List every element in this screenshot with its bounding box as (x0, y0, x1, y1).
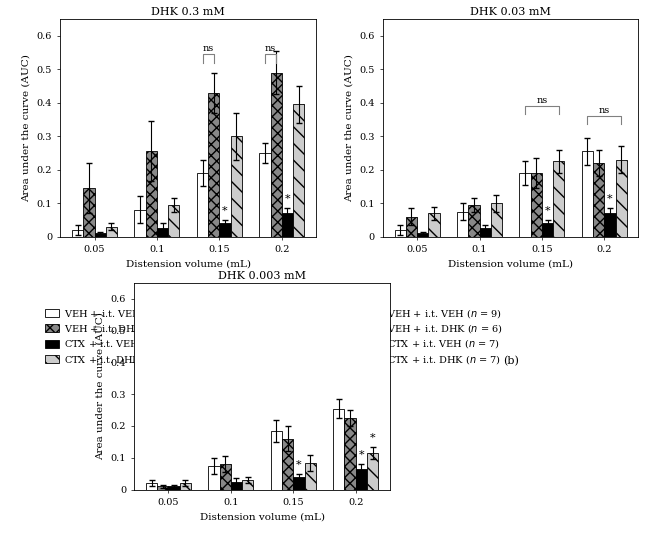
Text: *: * (284, 194, 290, 204)
Text: ns: ns (599, 106, 610, 115)
Text: ns: ns (265, 44, 276, 53)
Bar (394, 230, 406, 237)
Bar (593, 163, 604, 237)
Bar (259, 153, 271, 237)
Bar (95, 233, 106, 237)
Bar (168, 205, 179, 237)
Bar (134, 210, 146, 237)
Y-axis label: Area under the curve (AUC): Area under the curve (AUC) (22, 54, 31, 202)
Bar (406, 217, 417, 237)
Bar (293, 477, 304, 490)
Bar (230, 136, 242, 237)
X-axis label: Distension volume (mL): Distension volume (mL) (448, 259, 573, 269)
X-axis label: Distension volume (mL): Distension volume (mL) (200, 512, 325, 522)
Bar (208, 466, 220, 490)
Bar (106, 227, 117, 237)
Bar (208, 92, 219, 237)
Bar (355, 469, 367, 490)
Bar (293, 104, 304, 237)
Text: *: * (222, 206, 228, 216)
Text: *: * (545, 206, 550, 216)
Text: *: * (358, 450, 364, 460)
Bar (197, 173, 208, 237)
Bar (242, 480, 253, 490)
Bar (604, 213, 616, 237)
Text: *: * (607, 194, 613, 204)
Bar (582, 151, 593, 237)
Text: *: * (296, 460, 302, 470)
Bar (179, 483, 191, 490)
Bar (491, 203, 502, 237)
Bar (219, 223, 230, 237)
Bar (428, 213, 439, 237)
Bar (146, 483, 157, 490)
Title: DHK 0.003 mM: DHK 0.003 mM (218, 271, 306, 281)
Bar (271, 72, 282, 237)
Bar (457, 212, 468, 237)
Bar (468, 205, 480, 237)
Bar (146, 151, 157, 237)
Title: DHK 0.3 mM: DHK 0.3 mM (151, 7, 225, 17)
Bar (157, 486, 169, 490)
Bar (417, 233, 428, 237)
Y-axis label: Area under the curve (AUC): Area under the curve (AUC) (96, 312, 105, 460)
Bar (282, 213, 293, 237)
Legend: VEH + i.t. VEH ($n$ = 9), VEH + i.t. DHK ($n$ = 4), CTX + i.t. VEH ($n$ = 7), CT: VEH + i.t. VEH ($n$ = 9), VEH + i.t. DHK… (45, 307, 180, 366)
X-axis label: Distension volume (mL): Distension volume (mL) (126, 259, 251, 269)
Bar (157, 228, 168, 237)
Bar (531, 173, 542, 237)
Bar (553, 162, 564, 237)
Bar (480, 228, 491, 237)
Bar (304, 462, 316, 490)
Bar (282, 438, 293, 490)
Bar (333, 409, 345, 490)
Bar (616, 159, 627, 237)
Bar (542, 223, 553, 237)
Text: *: * (370, 433, 376, 443)
Text: (b): (b) (503, 356, 519, 367)
Bar (345, 418, 355, 490)
Y-axis label: Area under the curve (AUC): Area under the curve (AUC) (345, 54, 353, 202)
Bar (72, 230, 83, 237)
Bar (220, 464, 231, 490)
Bar (169, 486, 179, 490)
Title: DHK 0.03 mM: DHK 0.03 mM (470, 7, 551, 17)
Text: ns: ns (202, 44, 214, 53)
Bar (519, 173, 531, 237)
Bar (231, 481, 242, 490)
Legend: VEH + i.t. VEH ($n$ = 9), VEH + i.t. DHK ($n$ = 6), CTX + i.t. VEH ($n$ = 7), CT: VEH + i.t. VEH ($n$ = 9), VEH + i.t. DHK… (368, 307, 503, 366)
Bar (83, 188, 95, 237)
Text: (a): (a) (181, 356, 196, 367)
Bar (271, 431, 282, 490)
Text: ns: ns (536, 96, 548, 105)
Bar (367, 453, 378, 490)
